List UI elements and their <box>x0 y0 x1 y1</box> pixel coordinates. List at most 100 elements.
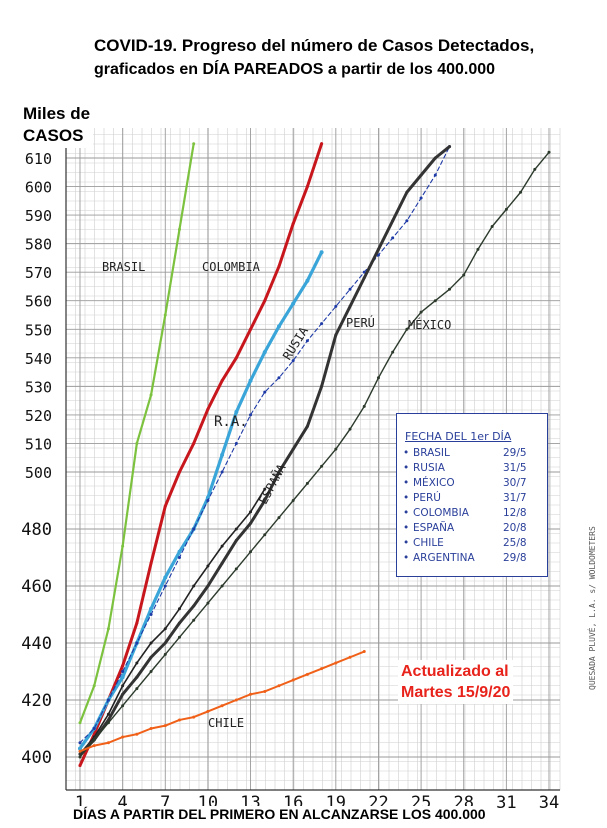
x-tick-label: 4 <box>118 793 128 813</box>
legend-row: • BRASIL 29/5 <box>397 447 547 462</box>
data-point-mexico <box>391 350 395 354</box>
data-point-brasil <box>121 544 125 548</box>
data-point-ra <box>220 452 225 457</box>
legend-name: MÉXICO <box>413 477 455 489</box>
data-point-rusia <box>249 413 253 417</box>
data-point-ra <box>120 675 125 680</box>
legend-row: • CHILE 25/8 <box>397 537 547 552</box>
legend-name: ESPAÑA <box>413 522 455 534</box>
data-point-peru <box>419 173 423 177</box>
data-point-peru <box>249 521 253 525</box>
y-axis-label-line-2: CASOS <box>23 126 84 145</box>
data-point-rusia <box>206 499 210 502</box>
data-point-espana <box>121 684 125 688</box>
data-point-rusia <box>419 196 423 200</box>
data-point-mexico <box>249 550 253 554</box>
series-line-espana <box>79 488 266 755</box>
data-point-colombia <box>220 379 224 383</box>
y-tick-label: 570 <box>25 264 52 282</box>
data-point-espana <box>135 661 139 665</box>
data-point-rusia <box>320 322 324 326</box>
data-point-espana <box>263 487 267 491</box>
data-point-chile <box>291 678 295 682</box>
series-group <box>78 142 551 768</box>
y-tick-label: 440 <box>21 634 52 654</box>
data-point-mexico <box>348 427 352 431</box>
data-point-colombia <box>192 441 196 445</box>
data-point-ra <box>163 575 168 580</box>
data-point-chile <box>135 732 139 736</box>
legend-name: BRASIL <box>413 447 450 459</box>
legend-name: COLOMBIA <box>413 507 469 519</box>
legend-row: • COLOMBIA 12/8 <box>397 507 547 522</box>
data-point-rusia <box>121 670 125 673</box>
data-point-brasil <box>92 684 96 688</box>
data-point-mexico <box>547 150 551 154</box>
data-point-mexico <box>192 618 196 622</box>
data-point-chile <box>277 684 281 688</box>
data-point-colombia <box>249 327 253 331</box>
data-point-espana <box>220 544 224 548</box>
data-point-peru <box>192 604 196 608</box>
data-point-peru <box>149 655 153 659</box>
data-point-peru <box>163 641 167 645</box>
x-tick-label: 1 <box>75 793 85 813</box>
series-line-colombia <box>78 142 324 768</box>
data-point-rusia <box>234 441 238 445</box>
data-point-brasil <box>192 142 196 146</box>
data-point-colombia <box>263 299 267 303</box>
data-point-peru <box>206 584 210 588</box>
data-point-brasil <box>163 313 167 317</box>
y-tick-label: 610 <box>25 150 52 168</box>
data-point-espana <box>249 510 253 514</box>
data-point-mexico <box>220 584 224 588</box>
data-point-ra <box>291 301 296 306</box>
legend-name: PERÚ <box>413 492 441 504</box>
data-point-mexico <box>376 376 380 380</box>
data-point-mexico <box>277 516 281 520</box>
y-tick-label: 580 <box>25 236 52 254</box>
data-point-chile <box>149 727 153 730</box>
data-point-espana <box>234 527 238 531</box>
title-line-1: COVID-19. Progreso del número de Casos D… <box>94 36 535 55</box>
y-tick-label: 590 <box>25 207 52 225</box>
data-point-chile <box>106 741 110 745</box>
data-point-rusia <box>135 641 139 645</box>
data-point-mexico <box>362 404 366 408</box>
data-point-mexico <box>78 755 82 759</box>
data-point-chile <box>334 661 338 665</box>
data-point-rusia <box>376 253 380 257</box>
data-point-peru <box>220 561 224 565</box>
data-point-mexico <box>163 652 167 656</box>
data-point-peru <box>320 384 324 388</box>
series-label-colombia: COLOMBIA <box>202 260 260 274</box>
series-label-peru: PERÚ <box>346 316 375 330</box>
y-tick-label: 530 <box>25 378 52 396</box>
data-point-rusia <box>149 613 153 616</box>
chart-title: COVID-19. Progreso del número de Casos D… <box>94 34 594 82</box>
legend-date: 30/7 <box>503 477 527 489</box>
data-point-colombia <box>320 142 324 146</box>
data-point-rusia <box>348 287 352 291</box>
data-point-peru <box>121 692 125 696</box>
series-line-mexico <box>79 151 550 758</box>
data-point-chile <box>192 715 196 719</box>
data-point-mexico <box>462 273 466 277</box>
data-point-mexico <box>320 464 324 468</box>
data-point-colombia <box>305 185 309 189</box>
data-point-peru <box>78 752 82 756</box>
data-point-espana <box>163 627 167 631</box>
data-point-chile <box>163 724 167 728</box>
data-point-chile <box>177 718 181 722</box>
data-point-chile <box>348 655 352 659</box>
data-point-peru <box>135 675 139 679</box>
data-point-rusia <box>291 359 295 363</box>
y-axis-ticks: 400 420 440 460 480 500 510 520 530 540 550 560 570 5… <box>21 150 52 768</box>
data-point-peru <box>348 304 352 308</box>
data-point-mexico <box>405 327 409 331</box>
data-point-mexico <box>135 687 139 691</box>
x-tick-label: 31 <box>496 793 516 813</box>
data-point-chile <box>305 672 309 676</box>
data-point-peru <box>291 447 295 451</box>
data-point-mexico <box>234 567 238 571</box>
